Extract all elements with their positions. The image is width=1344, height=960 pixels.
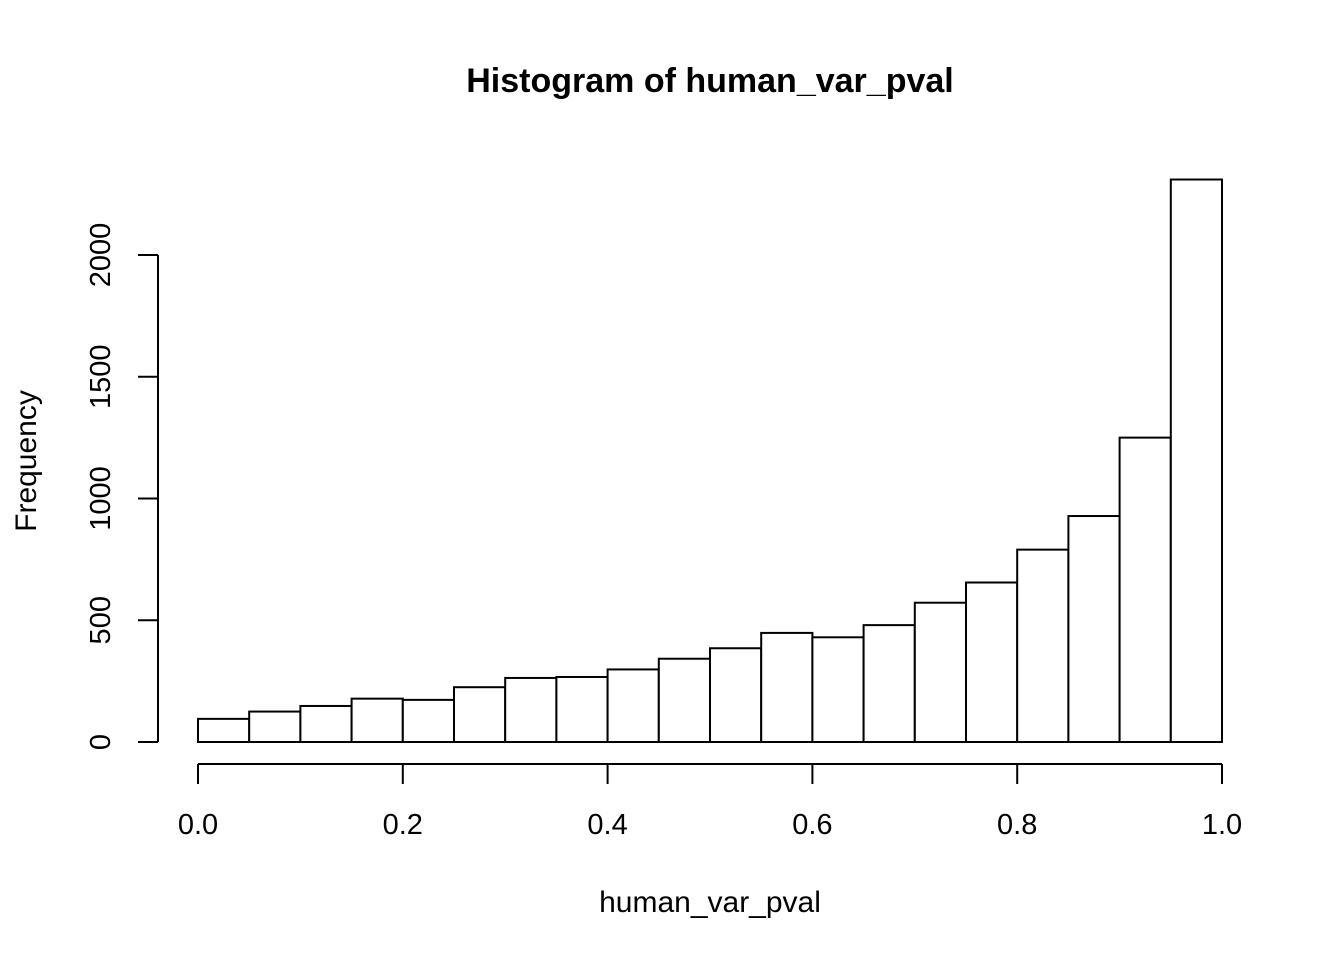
x-tick-label: 0.4 [587, 809, 627, 841]
x-tick-label: 0.6 [792, 809, 832, 841]
y-tick-label: 0 [85, 734, 117, 750]
histogram-bar [862, 624, 916, 743]
histogram-bar [299, 704, 353, 743]
histogram-bar [1067, 515, 1121, 743]
histogram-bar [1016, 548, 1070, 744]
histogram-bar [453, 686, 507, 744]
histogram-bar [197, 717, 251, 743]
y-tick-label: 1000 [85, 466, 117, 531]
histogram-bar [350, 697, 404, 743]
y-tick-label: 2000 [85, 223, 117, 288]
histogram-bar [965, 581, 1019, 743]
histogram-bar [401, 698, 455, 744]
histogram-bar [555, 675, 609, 743]
y-axis: 0 500 1000 1500 2000 [85, 223, 159, 750]
histogram-bar [811, 636, 865, 743]
histogram-bar [760, 631, 814, 743]
x-axis: 0.0 0.2 0.4 0.6 0.8 1.0 [178, 763, 1242, 841]
y-tick-label: 1500 [85, 344, 117, 409]
histogram-bar [504, 676, 558, 743]
histogram-bar [248, 710, 302, 743]
x-tick-label: 0.0 [178, 809, 218, 841]
x-tick-label: 0.2 [383, 809, 423, 841]
histogram-bar [1169, 178, 1224, 743]
x-tick-label: 0.8 [997, 809, 1037, 841]
histogram-bar [1118, 436, 1172, 743]
x-axis-label: human_var_pval [599, 886, 821, 919]
histogram-bar [913, 601, 967, 744]
chart-title: Histogram of human_var_pval [466, 62, 953, 100]
y-tick-label: 500 [85, 596, 117, 644]
x-tick-label: 1.0 [1202, 809, 1242, 841]
y-axis-label: Frequency [10, 390, 43, 532]
histogram-bar [709, 647, 763, 743]
bars-group [197, 178, 1224, 744]
histogram-bar [657, 657, 711, 744]
histogram-bar [606, 668, 660, 744]
